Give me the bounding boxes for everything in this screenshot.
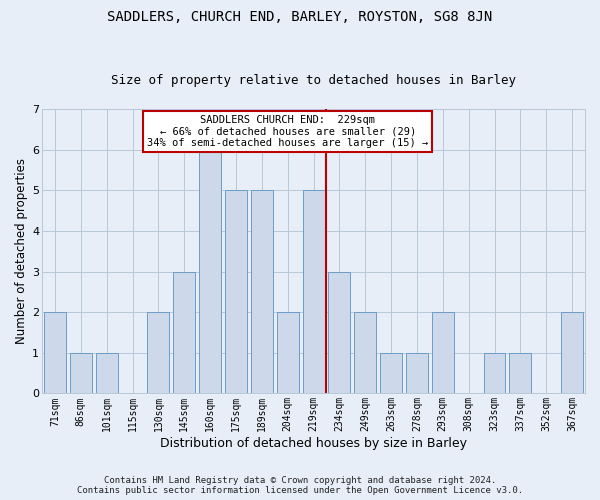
Bar bbox=[509, 353, 532, 394]
Text: SADDLERS, CHURCH END, BARLEY, ROYSTON, SG8 8JN: SADDLERS, CHURCH END, BARLEY, ROYSTON, S… bbox=[107, 10, 493, 24]
Bar bbox=[70, 353, 92, 394]
Bar bbox=[328, 272, 350, 394]
Bar bbox=[561, 312, 583, 394]
Bar bbox=[251, 190, 273, 394]
Bar bbox=[406, 353, 428, 394]
Text: Contains HM Land Registry data © Crown copyright and database right 2024.
Contai: Contains HM Land Registry data © Crown c… bbox=[77, 476, 523, 495]
Text: SADDLERS CHURCH END:  229sqm
← 66% of detached houses are smaller (29)
34% of se: SADDLERS CHURCH END: 229sqm ← 66% of det… bbox=[147, 115, 428, 148]
Title: Size of property relative to detached houses in Barley: Size of property relative to detached ho… bbox=[111, 74, 516, 87]
Bar bbox=[44, 312, 66, 394]
Bar bbox=[484, 353, 505, 394]
Bar bbox=[173, 272, 195, 394]
Bar bbox=[432, 312, 454, 394]
Bar bbox=[354, 312, 376, 394]
Bar bbox=[302, 190, 325, 394]
Bar bbox=[225, 190, 247, 394]
Bar bbox=[148, 312, 169, 394]
Y-axis label: Number of detached properties: Number of detached properties bbox=[15, 158, 28, 344]
X-axis label: Distribution of detached houses by size in Barley: Distribution of detached houses by size … bbox=[160, 437, 467, 450]
Bar bbox=[199, 150, 221, 394]
Bar bbox=[380, 353, 402, 394]
Bar bbox=[277, 312, 299, 394]
Bar bbox=[96, 353, 118, 394]
